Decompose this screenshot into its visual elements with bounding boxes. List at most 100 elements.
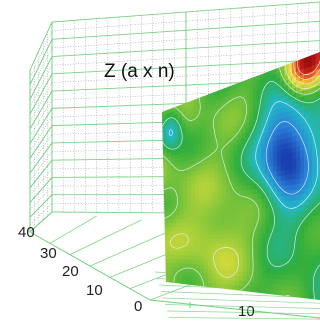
back-grid-hline (51, 146, 320, 152)
heatmap-cell (269, 182, 274, 189)
heatmap-cell (285, 279, 290, 287)
heatmap-cell (204, 277, 209, 283)
heatmap-cell (273, 217, 278, 224)
heatmap-cell (210, 212, 216, 218)
heatmap-cell (204, 273, 209, 279)
heatmap-cell (198, 200, 204, 206)
heatmap-cell (300, 243, 305, 250)
heatmap-cell (180, 239, 185, 244)
heatmap-cell (226, 201, 231, 208)
heatmap-cell (187, 188, 192, 195)
heatmap-cell (315, 248, 320, 256)
heatmap-cell (242, 214, 247, 221)
heatmap-cell (245, 180, 251, 187)
heatmap-cell (273, 279, 278, 286)
heatmap-cell (231, 275, 236, 282)
heatmap-cell (269, 217, 274, 224)
heatmap-cell (272, 160, 278, 168)
heatmap-cell (211, 269, 217, 275)
heatmap-cell (315, 220, 320, 228)
heatmap-cell (273, 248, 278, 255)
side-grid-hline (29, 30, 53, 78)
heatmap-cell (203, 234, 208, 240)
heatmap-cell (222, 215, 228, 222)
heatmap-cell (253, 189, 258, 195)
heatmap-cell (169, 258, 174, 264)
contour-line (169, 65, 320, 278)
heatmap-cell (184, 247, 189, 252)
heatmap-cell (203, 217, 208, 223)
heatmap-cell (292, 151, 297, 159)
heatmap-cell (288, 195, 294, 202)
heatmap-cell (211, 234, 216, 240)
heatmap-cell (292, 259, 298, 266)
heatmap-cell (195, 213, 200, 219)
heatmap-cell (261, 243, 267, 249)
heatmap-cell (269, 253, 274, 260)
heatmap-cell (241, 204, 247, 211)
heatmap-cell (188, 251, 193, 257)
heatmap-cell (241, 180, 247, 187)
heatmap-cell (269, 243, 274, 249)
heatmap-cell (226, 210, 231, 217)
heatmap-cell (199, 217, 204, 223)
heatmap-cell (195, 196, 200, 202)
heatmap-cell (230, 191, 235, 198)
heatmap-cell (315, 158, 320, 166)
heatmap-cell (284, 211, 290, 218)
heatmap-cell (203, 260, 209, 266)
heatmap-cell (199, 234, 205, 240)
heatmap-cell (315, 243, 320, 250)
heatmap-cell (265, 288, 271, 295)
heatmap-cell (273, 284, 278, 291)
heatmap-cell (194, 191, 200, 198)
heatmap-cell (238, 243, 243, 249)
heatmap-cell (292, 253, 298, 260)
heatmap-cell (304, 182, 309, 190)
heatmap-cell (222, 247, 228, 253)
heatmap-cell (284, 222, 290, 229)
heatmap-cell (300, 237, 305, 244)
heatmap-cell (276, 212, 282, 219)
heatmap-cell (280, 175, 286, 182)
heatmap-cell (199, 204, 204, 210)
heatmap-cell (308, 154, 313, 162)
heatmap-cell (277, 274, 282, 281)
heatmap-cell (210, 181, 215, 187)
heatmap-cell (187, 234, 193, 240)
heatmap-cell (288, 211, 294, 218)
heatmap-cell (315, 186, 320, 194)
heatmap-cell (285, 285, 290, 292)
heatmap-cell (308, 292, 313, 300)
side-major-line (29, 125, 53, 159)
heatmap-cell (176, 255, 182, 260)
heatmap-cell (215, 283, 221, 289)
heatmap-cell (163, 200, 169, 206)
heatmap-cell (281, 279, 286, 286)
heatmap-cell (265, 212, 270, 219)
heatmap-cell (191, 238, 197, 244)
heatmap-cell (233, 177, 239, 184)
heatmap-cell (315, 260, 320, 267)
heatmap-cell (284, 195, 290, 202)
heatmap-cell (164, 235, 170, 240)
heatmap-cell (180, 247, 185, 252)
heatmap-cell (296, 291, 302, 299)
heatmap-cell (187, 201, 192, 207)
heatmap-cell (308, 182, 313, 189)
heatmap-cell (292, 227, 297, 234)
heatmap-cell (308, 149, 313, 156)
heatmap-cell (277, 284, 282, 291)
heatmap-cell (238, 262, 244, 268)
heatmap-cell (300, 248, 305, 255)
heatmap-cell (304, 276, 309, 283)
heatmap-cell (191, 213, 196, 219)
heatmap-cell (245, 219, 251, 225)
heatmap-cell (203, 264, 209, 270)
heatmap-cell (219, 279, 224, 285)
heatmap-cell (257, 233, 263, 239)
heatmap-cell (167, 203, 173, 209)
heatmap-cell (257, 258, 263, 264)
heatmap-cell (272, 155, 278, 163)
heatmap-cell (237, 176, 243, 183)
